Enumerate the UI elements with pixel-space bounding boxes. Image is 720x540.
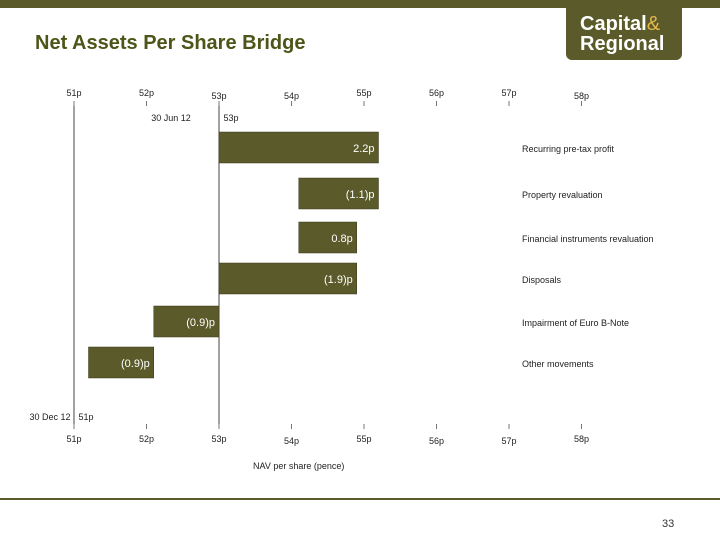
bar-value-label: (1.9)p (324, 274, 353, 286)
page-number: 33 (662, 518, 675, 530)
bottom-tick-label: 52p (139, 434, 154, 444)
bottom-tick-label: 58p (574, 434, 589, 444)
company-logo: Capital& Regional (566, 8, 682, 60)
waterfall-chart: 51p 51p 52p 52p 53p 53p 54p 54p 55p 55p 56p 56p 57p 5… (29, 88, 654, 471)
end-value-label: 51p (78, 412, 93, 422)
bar-value-label: (0.9)p (186, 317, 215, 329)
footer-divider (0, 498, 720, 500)
page-title: Net Assets Per Share Bridge (35, 32, 306, 54)
top-tick-label: 54p (284, 91, 299, 101)
waterfall-bar (298, 221, 357, 254)
bottom-tick-label: 55p (356, 434, 371, 444)
bar-value-label: (0.9)p (121, 358, 150, 370)
x-axis-title: NAV per share (pence) (253, 461, 344, 471)
bottom-tick-label: 53p (211, 434, 226, 444)
logo-line-2: Regional (580, 33, 665, 55)
start-value-label: 53p (223, 113, 238, 123)
top-accent-bar (0, 0, 720, 8)
waterfall-bar (298, 177, 379, 210)
step-category-label: Other movements (522, 359, 594, 369)
top-tick-label: 55p (356, 88, 371, 98)
logo-line-1: Capital& (580, 13, 661, 35)
waterfall-bar (218, 131, 379, 164)
top-tick-label: 56p (429, 88, 444, 98)
step-category-label: Financial instruments revaluation (522, 234, 654, 244)
bar-value-label: 0.8p (331, 233, 352, 245)
top-tick-label: 58p (574, 91, 589, 101)
step-category-label: Disposals (522, 275, 562, 285)
end-label: 30 Dec 12 (29, 412, 70, 422)
bar-value-label: (1.1)p (346, 189, 375, 201)
waterfall-bar (153, 305, 220, 338)
top-tick-label: 53p (211, 91, 226, 101)
bottom-tick-label: 57p (501, 436, 516, 446)
start-label: 30 Jun 12 (151, 113, 191, 123)
waterfall-bar (218, 262, 357, 295)
bar-value-label: 2.2p (353, 143, 374, 155)
bottom-tick-label: 56p (429, 436, 444, 446)
step-category-label: Property revaluation (522, 190, 603, 200)
waterfall-bar (88, 346, 154, 379)
step-category-label: Impairment of Euro B-Note (522, 318, 629, 328)
step-category-label: Recurring pre-tax profit (522, 144, 615, 154)
bottom-tick-label: 54p (284, 436, 299, 446)
top-tick-label: 51p (66, 88, 81, 98)
top-tick-label: 52p (139, 88, 154, 98)
bottom-tick-label: 51p (66, 434, 81, 444)
top-tick-label: 57p (501, 88, 516, 98)
